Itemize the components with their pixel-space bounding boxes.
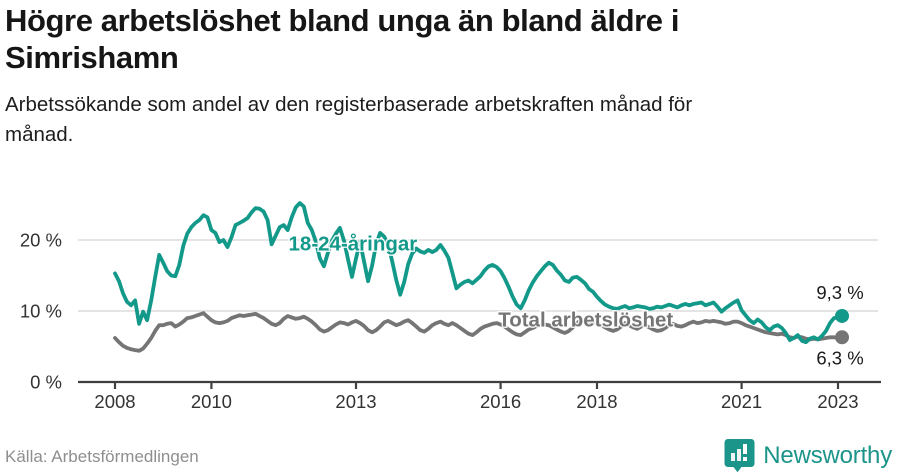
page-title: Högre arbetslöshet bland unga än bland ä…	[5, 3, 680, 76]
x-tick-label: 2021	[721, 391, 762, 412]
source-label: Källa: Arbetsförmedlingen	[5, 447, 199, 466]
x-tick-label: 2016	[480, 391, 521, 412]
bar-chart-badge-icon	[724, 439, 755, 473]
newsworthy-logo: Newsworthy	[724, 438, 892, 473]
end-value-label: 6,3 %	[816, 347, 863, 368]
x-tick-label: 2010	[191, 391, 232, 412]
series-end-dot	[835, 308, 850, 323]
y-tick-label: 20 %	[20, 230, 62, 251]
x-tick-label: 2018	[576, 391, 617, 412]
series-end-dot	[835, 330, 850, 345]
series-label: Total arbetslöshet	[498, 308, 673, 331]
series-line-total	[113, 311, 844, 353]
newsworthy-wordmark: Newsworthy	[763, 441, 892, 469]
x-tick-label: 2008	[94, 391, 135, 412]
y-tick-label: 0 %	[30, 372, 62, 393]
chart-subtitle: Arbetssökande som andel av den registerb…	[5, 93, 693, 146]
series-label: 18-24-åringar	[289, 232, 418, 255]
y-tick-label: 10 %	[20, 301, 62, 322]
x-tick-label: 2023	[817, 391, 858, 412]
end-value-label: 9,3 %	[816, 282, 863, 303]
series-line-youth	[113, 201, 844, 345]
x-tick-label: 2013	[335, 391, 376, 412]
